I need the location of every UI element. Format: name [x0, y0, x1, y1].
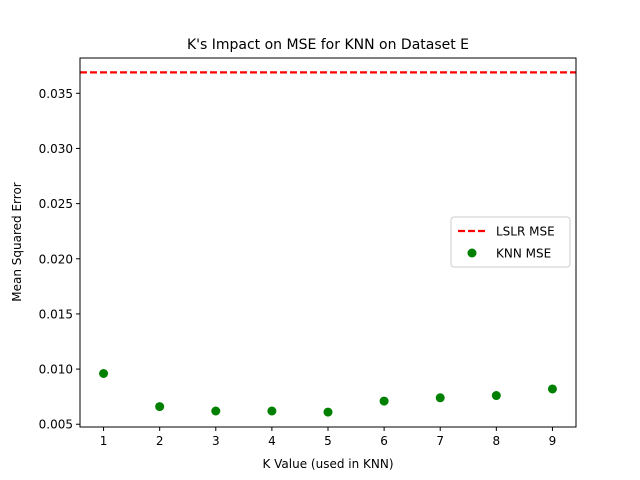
y-tick-label: 0.030 — [39, 142, 73, 156]
x-tick-label: 1 — [100, 434, 108, 448]
x-tick-label: 6 — [380, 434, 388, 448]
legend-knn-label: KNN MSE — [496, 247, 551, 261]
legend-box — [450, 216, 571, 268]
y-axis-label: Mean Squared Error — [10, 182, 24, 302]
x-tick-label: 2 — [156, 434, 164, 448]
y-tick-label: 0.035 — [39, 87, 73, 101]
knn-mse-point — [323, 407, 333, 417]
x-tick-label: 3 — [212, 434, 220, 448]
knn-mse-point — [211, 406, 221, 416]
y-tick-label: 0.010 — [39, 363, 73, 377]
y-tick-label: 0.020 — [39, 252, 73, 266]
x-tick-label: 4 — [268, 434, 276, 448]
chart-title: K's Impact on MSE for KNN on Dataset E — [187, 37, 469, 53]
knn-mse-point — [435, 393, 445, 403]
knn-mse-point — [379, 396, 389, 406]
knn-mse-point — [267, 406, 277, 416]
knn-mse-point — [155, 402, 165, 412]
x-tick-label: 7 — [436, 434, 444, 448]
x-tick-label: 5 — [324, 434, 332, 448]
y-tick-label: 0.025 — [39, 197, 73, 211]
x-tick-label: 8 — [493, 434, 501, 448]
legend: LSLR MSE KNN MSE — [450, 216, 571, 268]
x-tick-label: 9 — [549, 434, 557, 448]
knn-mse-point — [99, 368, 109, 378]
plot-area: 1 2 3 4 5 6 7 8 9 0.005 0.010 0.015 0.020 0.025 0.030 0… — [39, 71, 576, 448]
y-tick-label: 0.005 — [39, 418, 73, 432]
x-axis-label: K Value (used in KNN) — [262, 457, 393, 471]
knn-mse-point — [491, 391, 501, 401]
legend-knn-swatch — [467, 248, 477, 258]
axes-frame — [79, 57, 577, 428]
knn-mse-point — [547, 384, 557, 394]
y-tick-label: 0.015 — [39, 307, 73, 321]
legend-lslr-label: LSLR MSE — [496, 225, 555, 239]
